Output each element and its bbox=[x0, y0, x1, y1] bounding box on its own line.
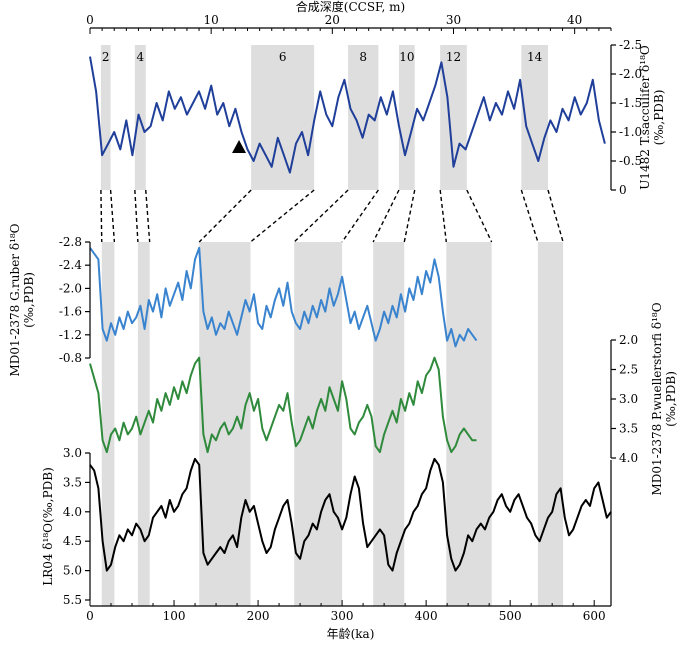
bottom-tick-label: 200 bbox=[247, 609, 270, 623]
stage-connector bbox=[134, 189, 139, 243]
y-tick-label: -2.5 bbox=[619, 38, 642, 52]
stage-connector bbox=[403, 189, 416, 243]
y-tick-label: 3.0 bbox=[619, 392, 638, 406]
stage-connector bbox=[547, 189, 564, 243]
stage-connector bbox=[341, 189, 379, 243]
series-line bbox=[89, 246, 478, 348]
y-axis-label-line: U1482 T.sacculifer δ¹⁸O bbox=[638, 45, 652, 190]
y-axis-label: U1482 T.sacculifer δ¹⁸O (‰,PDB) bbox=[638, 45, 666, 190]
bottom-tick-label: 0 bbox=[86, 609, 94, 623]
stage-band-bottom bbox=[446, 242, 492, 606]
axes bbox=[85, 27, 616, 607]
y-tick-label: 3.5 bbox=[619, 422, 638, 436]
y-tick-label: -0.8 bbox=[59, 351, 82, 365]
bottom-tick-label: 600 bbox=[583, 609, 606, 623]
bottom-tick-label: 400 bbox=[415, 609, 438, 623]
stage-connector bbox=[100, 189, 103, 243]
top-tick-label: 40 bbox=[567, 13, 582, 27]
stage-label: 4 bbox=[136, 50, 144, 64]
y-axis-label: MD01-2378 G.ruber δ¹⁸O (‰,PDB) bbox=[8, 223, 36, 376]
y-tick-label: 3.0 bbox=[63, 446, 82, 460]
bottom-tick-label: 300 bbox=[331, 609, 354, 623]
y-axis-label: LR04 δ¹⁸O(‰,PDB) bbox=[41, 467, 55, 586]
stage-connector bbox=[520, 189, 539, 243]
series-line bbox=[89, 457, 612, 572]
y-tick-label: -2.8 bbox=[59, 235, 82, 249]
y-tick-label: -2.0 bbox=[59, 281, 82, 295]
text-labels: 2 4 6 8 10 12 14 -2.5 -2.0 -1.5 -1.0 -0.5 0 U1482 T.s… bbox=[8, 0, 678, 641]
y-tick-label: 4.5 bbox=[63, 534, 82, 548]
stage-band-bottom bbox=[537, 242, 564, 606]
y-axis-label-line: (‰,PDB) bbox=[664, 371, 678, 427]
y-tick-label: 0 bbox=[619, 183, 627, 197]
y-tick-label: -1.6 bbox=[59, 305, 82, 319]
y-axis-label-line: MD01-2378 P.wuellerstorfi δ¹⁸O bbox=[650, 302, 664, 495]
stage-band-top bbox=[440, 45, 467, 190]
y-tick-label: -2.0 bbox=[619, 67, 642, 81]
stage-connector bbox=[439, 189, 447, 243]
y-axis-label-line: LR04 δ¹⁸O(‰,PDB) bbox=[41, 467, 55, 586]
series-lines bbox=[89, 56, 612, 572]
marker-triangle bbox=[232, 140, 247, 153]
stage-band-top bbox=[398, 45, 415, 190]
y-tick-label: -2.4 bbox=[59, 258, 83, 272]
y-tick-label: 5.0 bbox=[63, 564, 82, 578]
stage-band-top bbox=[348, 45, 379, 190]
y-tick-label: -0.5 bbox=[619, 154, 642, 168]
y-tick-label: 4.0 bbox=[619, 451, 638, 465]
y-axis-label-line: MD01-2378 G.ruber δ¹⁸O bbox=[8, 223, 22, 376]
stage-connector bbox=[466, 189, 493, 243]
stage-label: 12 bbox=[446, 50, 461, 64]
y-tick-label: -1.0 bbox=[619, 125, 642, 139]
stage-connector bbox=[250, 189, 315, 243]
y-axis-label-line: (‰,PDB) bbox=[22, 272, 36, 328]
y-tick-label: 4.0 bbox=[63, 505, 82, 519]
bottom-tick-label: 500 bbox=[499, 609, 522, 623]
stage-band-top bbox=[251, 45, 315, 190]
stage-connector bbox=[145, 189, 151, 243]
stage-label: 14 bbox=[527, 50, 543, 64]
y-axis-label-line: (‰,PDB) bbox=[652, 90, 666, 146]
y-tick-label: 3.5 bbox=[63, 475, 82, 489]
stage-connector bbox=[198, 189, 252, 243]
bottom-tick-label: 100 bbox=[163, 609, 186, 623]
stage-connector bbox=[109, 189, 116, 243]
top-axis-title: 合成深度(CCSF, m) bbox=[296, 0, 405, 14]
top-tick-label: 30 bbox=[446, 13, 461, 27]
stage-connector bbox=[293, 189, 349, 243]
stage-label: 2 bbox=[102, 50, 110, 64]
y-tick-label: 5.5 bbox=[63, 593, 82, 607]
stage-bands-top bbox=[100, 45, 548, 190]
y-tick-label: -1.5 bbox=[619, 96, 642, 110]
bottom-axis-title: 年龄(ka) bbox=[327, 627, 375, 641]
stage-connector bbox=[372, 189, 400, 243]
y-tick-label: 2.5 bbox=[619, 363, 638, 377]
top-tick-label: 10 bbox=[204, 13, 219, 27]
top-tick-label: 0 bbox=[86, 13, 94, 27]
stage-band-top bbox=[100, 45, 111, 190]
series-line bbox=[89, 56, 606, 174]
stage-label: 10 bbox=[399, 50, 414, 64]
stage-connectors bbox=[100, 189, 564, 243]
stage-label: 6 bbox=[279, 50, 287, 64]
y-axis-label: MD01-2378 P.wuellerstorfi δ¹⁸O (‰,PDB) bbox=[650, 302, 678, 495]
y-tick-label: -1.2 bbox=[59, 328, 82, 342]
stage-label: 8 bbox=[359, 50, 367, 64]
y-tick-label: 2.0 bbox=[619, 333, 638, 347]
series-line bbox=[89, 356, 477, 454]
top-tick-label: 20 bbox=[325, 13, 340, 27]
